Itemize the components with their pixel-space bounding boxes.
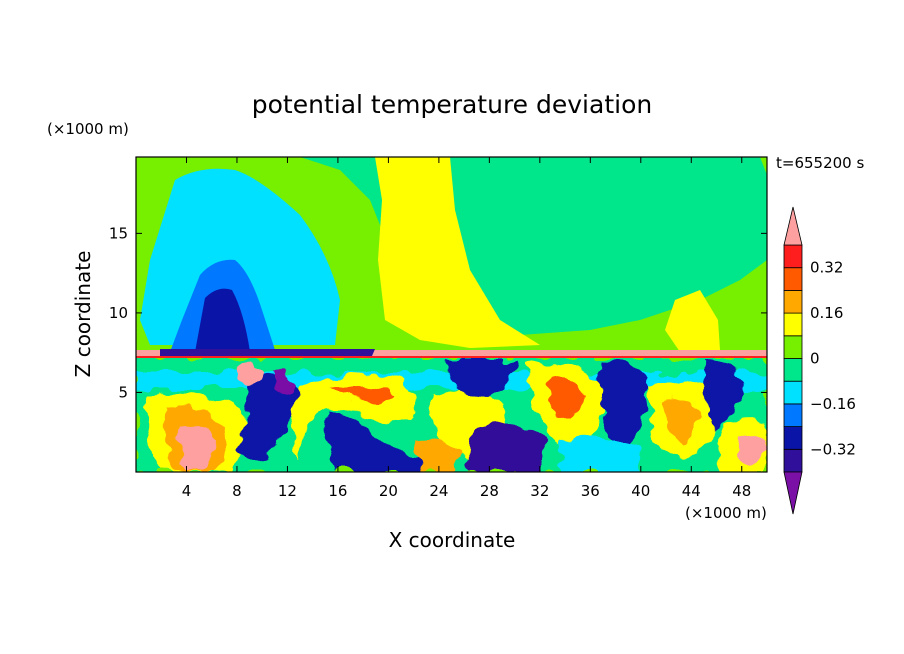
y-tick-label: 5 — [118, 383, 128, 401]
x-tick-label: 28 — [480, 482, 499, 500]
chart-title: potential temperature deviation — [252, 90, 652, 119]
colorbar-swatch — [783, 358, 803, 382]
x-tick-label: 36 — [581, 482, 600, 500]
colorbar-swatch — [783, 426, 803, 450]
eddy-blue-2 — [326, 410, 440, 472]
eddy-pink-3 — [238, 361, 262, 385]
eddy-blue-4 — [468, 422, 545, 472]
inversion-band-stripe — [136, 356, 767, 358]
eddy-blue-5 — [599, 360, 650, 446]
x-tick-label: 12 — [278, 482, 297, 500]
inversion-band-dark — [160, 349, 375, 356]
x-tick-label: 32 — [530, 482, 549, 500]
x-tick-label: 44 — [682, 482, 701, 500]
colorbar-tick-label: −0.32 — [810, 440, 856, 458]
x-axis-label: X coordinate — [389, 528, 516, 552]
eddy-cyan-2 — [560, 436, 640, 472]
time-label: t=655200 s — [776, 154, 864, 172]
colorbar-swatch — [783, 267, 803, 291]
y-tick-label: 10 — [109, 304, 128, 322]
x-axis: 4 8 12 16 20 24 28 32 36 40 44 48 — [182, 157, 751, 500]
colorbar-swatch — [783, 312, 803, 337]
colorbar-swatch — [783, 448, 803, 473]
x-unit-label: (×1000 m) — [685, 504, 767, 522]
eddy-pink-1 — [178, 424, 215, 468]
contour-warm-right — [665, 290, 720, 352]
x-tick-label: 8 — [232, 482, 242, 500]
eddy-orange-4 — [548, 379, 585, 420]
colorbar-tick-label: 0.32 — [810, 259, 843, 277]
eddy-orange-2 — [330, 386, 395, 404]
colorbar-tick-label: −0.16 — [810, 395, 856, 413]
x-tick-label: 40 — [631, 482, 650, 500]
eddy-pink-2 — [738, 434, 765, 466]
upper-field — [136, 157, 767, 358]
eddy-orange-5 — [664, 399, 700, 445]
colorbar-tick-label: 0 — [810, 350, 820, 368]
colorbar-swatch — [783, 380, 803, 405]
y-unit-label: (×1000 m) — [47, 120, 129, 138]
eddy-blue-6 — [703, 360, 745, 430]
colorbar-under-arrow — [783, 471, 803, 515]
colorbar-over-arrow — [783, 206, 803, 246]
colorbar: 0.32 0.16 0 −0.16 −0.32 — [783, 206, 856, 515]
colorbar-swatch — [783, 244, 803, 269]
colorbar-swatch — [783, 289, 803, 314]
y-tick-label: 15 — [109, 224, 128, 242]
eddy-purple-1 — [275, 371, 295, 399]
y-axis-label: Z coordinate — [71, 251, 95, 378]
x-tick-label: 24 — [429, 482, 448, 500]
boundary-layer — [136, 358, 767, 472]
x-tick-label: 20 — [379, 482, 398, 500]
colorbar-swatch — [783, 335, 803, 359]
eddy-blue-3 — [445, 360, 520, 400]
colorbar-tick-label: 0.16 — [810, 304, 843, 322]
eddy-orange-3 — [415, 439, 460, 472]
colorbar-swatch — [783, 403, 803, 427]
y-axis: 5 10 15 — [109, 224, 767, 401]
contour-colder-core — [195, 288, 250, 352]
plot-area — [136, 157, 767, 472]
contour-warm-core — [375, 157, 540, 348]
plot-frame — [135, 156, 768, 473]
x-tick-label: 16 — [328, 482, 347, 500]
x-tick-label: 48 — [732, 482, 751, 500]
x-tick-label: 4 — [182, 482, 192, 500]
